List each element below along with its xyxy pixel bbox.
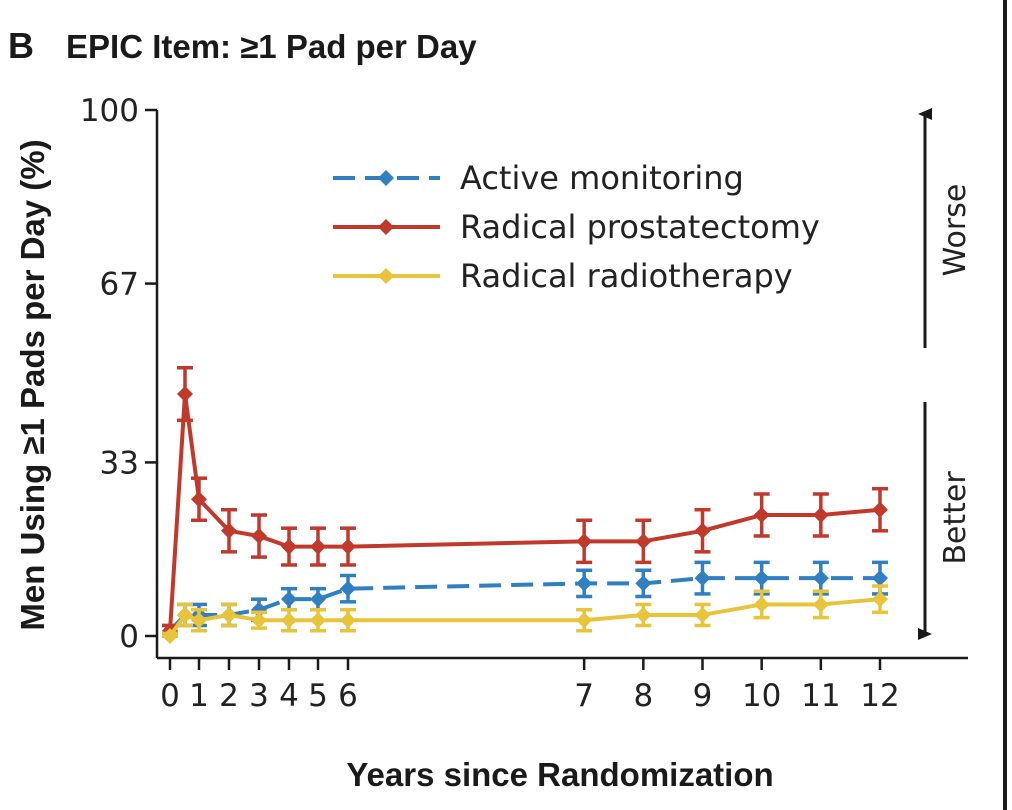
chart-title: EPIC Item: ≥1 Pad per Day xyxy=(66,28,477,65)
data-point xyxy=(872,501,888,518)
better-label: Better xyxy=(938,471,973,565)
data-point xyxy=(310,538,326,555)
data-point xyxy=(635,606,652,623)
data-point xyxy=(162,628,178,644)
x-tick-label: 3 xyxy=(249,678,269,714)
x-tick-label: 1 xyxy=(189,678,209,714)
legend-swatch-marker xyxy=(378,219,394,235)
x-tick-label: 4 xyxy=(279,678,299,714)
data-point xyxy=(576,612,593,629)
y-tick-label: 0 xyxy=(119,619,139,655)
series-2 xyxy=(162,584,888,644)
data-point xyxy=(576,575,593,592)
data-point xyxy=(635,533,652,550)
data-point xyxy=(872,570,888,587)
x-tick-label: 11 xyxy=(801,678,840,714)
data-point xyxy=(281,538,297,555)
data-point xyxy=(281,591,297,608)
data-point xyxy=(872,591,888,608)
page-right-border xyxy=(1003,0,1007,810)
panel-letter: B xyxy=(8,25,34,66)
legend: Active monitoring Radical prostatectomy Ra… xyxy=(333,159,820,295)
data-point xyxy=(812,570,829,587)
data-point xyxy=(694,522,711,539)
data-point xyxy=(694,570,711,587)
data-point xyxy=(221,522,237,539)
data-point xyxy=(694,606,711,623)
y-tick-label: 100 xyxy=(80,93,139,129)
x-tick-label: 10 xyxy=(742,678,781,714)
data-point xyxy=(251,612,267,629)
data-point xyxy=(812,507,829,524)
y-axis-label: Men Using ≥1 Pads per Day (%) xyxy=(14,139,51,630)
x-tick-label: 12 xyxy=(860,678,899,714)
data-point xyxy=(251,528,267,545)
x-tick-label: 2 xyxy=(219,678,239,714)
data-point xyxy=(340,580,356,597)
x-tick-label: 8 xyxy=(633,678,653,714)
x-tick-label: 9 xyxy=(693,678,713,714)
series-layer xyxy=(162,365,888,644)
data-point xyxy=(635,575,652,592)
legend-swatch-marker xyxy=(378,170,394,186)
legend-label: Radical prostatectomy xyxy=(460,208,820,246)
legend-label: Radical radiotherapy xyxy=(460,257,793,295)
data-point xyxy=(753,596,770,613)
data-point xyxy=(281,612,297,629)
data-point xyxy=(576,533,593,550)
data-point xyxy=(191,491,207,508)
data-point xyxy=(177,386,193,403)
x-tick-label: 6 xyxy=(338,678,358,714)
y-tick-label: 33 xyxy=(100,445,139,481)
data-point xyxy=(812,596,829,613)
x-tick-label: 7 xyxy=(574,678,594,714)
data-point xyxy=(191,612,207,629)
y-tick-label: 67 xyxy=(100,267,139,303)
data-point xyxy=(340,612,356,629)
data-point xyxy=(310,612,326,629)
legend-swatch-marker xyxy=(378,268,394,284)
x-axis-label: Years since Randomization xyxy=(346,756,773,793)
data-point xyxy=(310,591,326,608)
series-1 xyxy=(162,365,888,639)
data-point xyxy=(340,538,356,555)
worse-label: Worse xyxy=(938,184,973,277)
x-tick-label: 5 xyxy=(308,678,328,714)
data-point xyxy=(753,507,770,524)
data-point xyxy=(221,606,237,623)
legend-label: Active monitoring xyxy=(460,159,744,197)
data-point xyxy=(753,570,770,587)
series-line xyxy=(168,392,881,631)
data-point xyxy=(177,606,193,623)
x-tick-label: 0 xyxy=(160,678,180,714)
series-0 xyxy=(162,560,888,639)
